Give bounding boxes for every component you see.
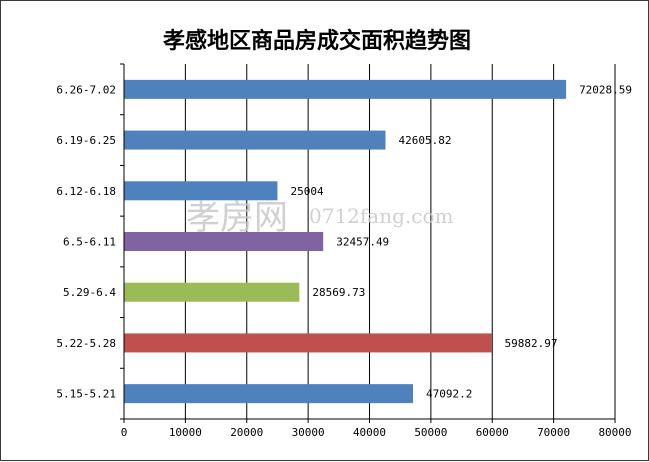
bar-5.22-5.28	[124, 333, 492, 353]
x-tick-label: 70000	[537, 426, 570, 439]
data-label: 25004	[290, 185, 323, 198]
x-tick-label: 0	[121, 426, 128, 439]
category-label: 6.19-6.25	[56, 134, 116, 147]
watermark-logo: 孝房网	[186, 198, 288, 238]
chart-title: 孝感地区商品房成交面积趋势图	[162, 28, 471, 54]
category-label: 6.12-6.18	[56, 185, 116, 198]
category-label: 6.26-7.02	[56, 83, 116, 96]
data-label: 28569.73	[312, 286, 365, 299]
bar-6.5-6.11	[124, 232, 324, 251]
data-label: 72028.59	[579, 83, 632, 96]
x-tick-label: 60000	[476, 426, 509, 439]
x-tick-label: 30000	[292, 426, 325, 439]
data-label: 42605.82	[398, 134, 451, 147]
data-label: 59882.97	[505, 337, 558, 350]
x-tick-label: 80000	[598, 426, 631, 439]
bar-5.29-6.4	[124, 282, 300, 302]
category-label: 5.29-6.4	[63, 286, 116, 299]
bar-6.12-6.18	[124, 181, 278, 201]
axes	[120, 63, 616, 423]
data-label: 47092.2	[426, 388, 472, 401]
x-tick-label: 20000	[230, 426, 263, 439]
bar-6.26-7.02	[124, 79, 567, 99]
bars	[124, 79, 567, 404]
data-label: 32457.49	[336, 236, 389, 249]
category-label: 5.22-5.28	[56, 337, 116, 350]
labels: 0 10000 20000 30000 40000 50000 60000 70000 8000…	[56, 83, 632, 439]
watermark-url: 0712fang.com	[309, 204, 454, 228]
bar-6.19-6.25	[124, 130, 386, 150]
watermark: 孝房网 0712fang.com	[186, 198, 454, 238]
bar-5.15-5.21	[124, 384, 414, 404]
category-label: 5.15-5.21	[56, 388, 116, 401]
x-tick-label: 50000	[414, 426, 447, 439]
category-label: 6.5-6.11	[63, 236, 116, 249]
x-tick-label: 40000	[353, 426, 386, 439]
x-tick-label: 10000	[169, 426, 202, 439]
